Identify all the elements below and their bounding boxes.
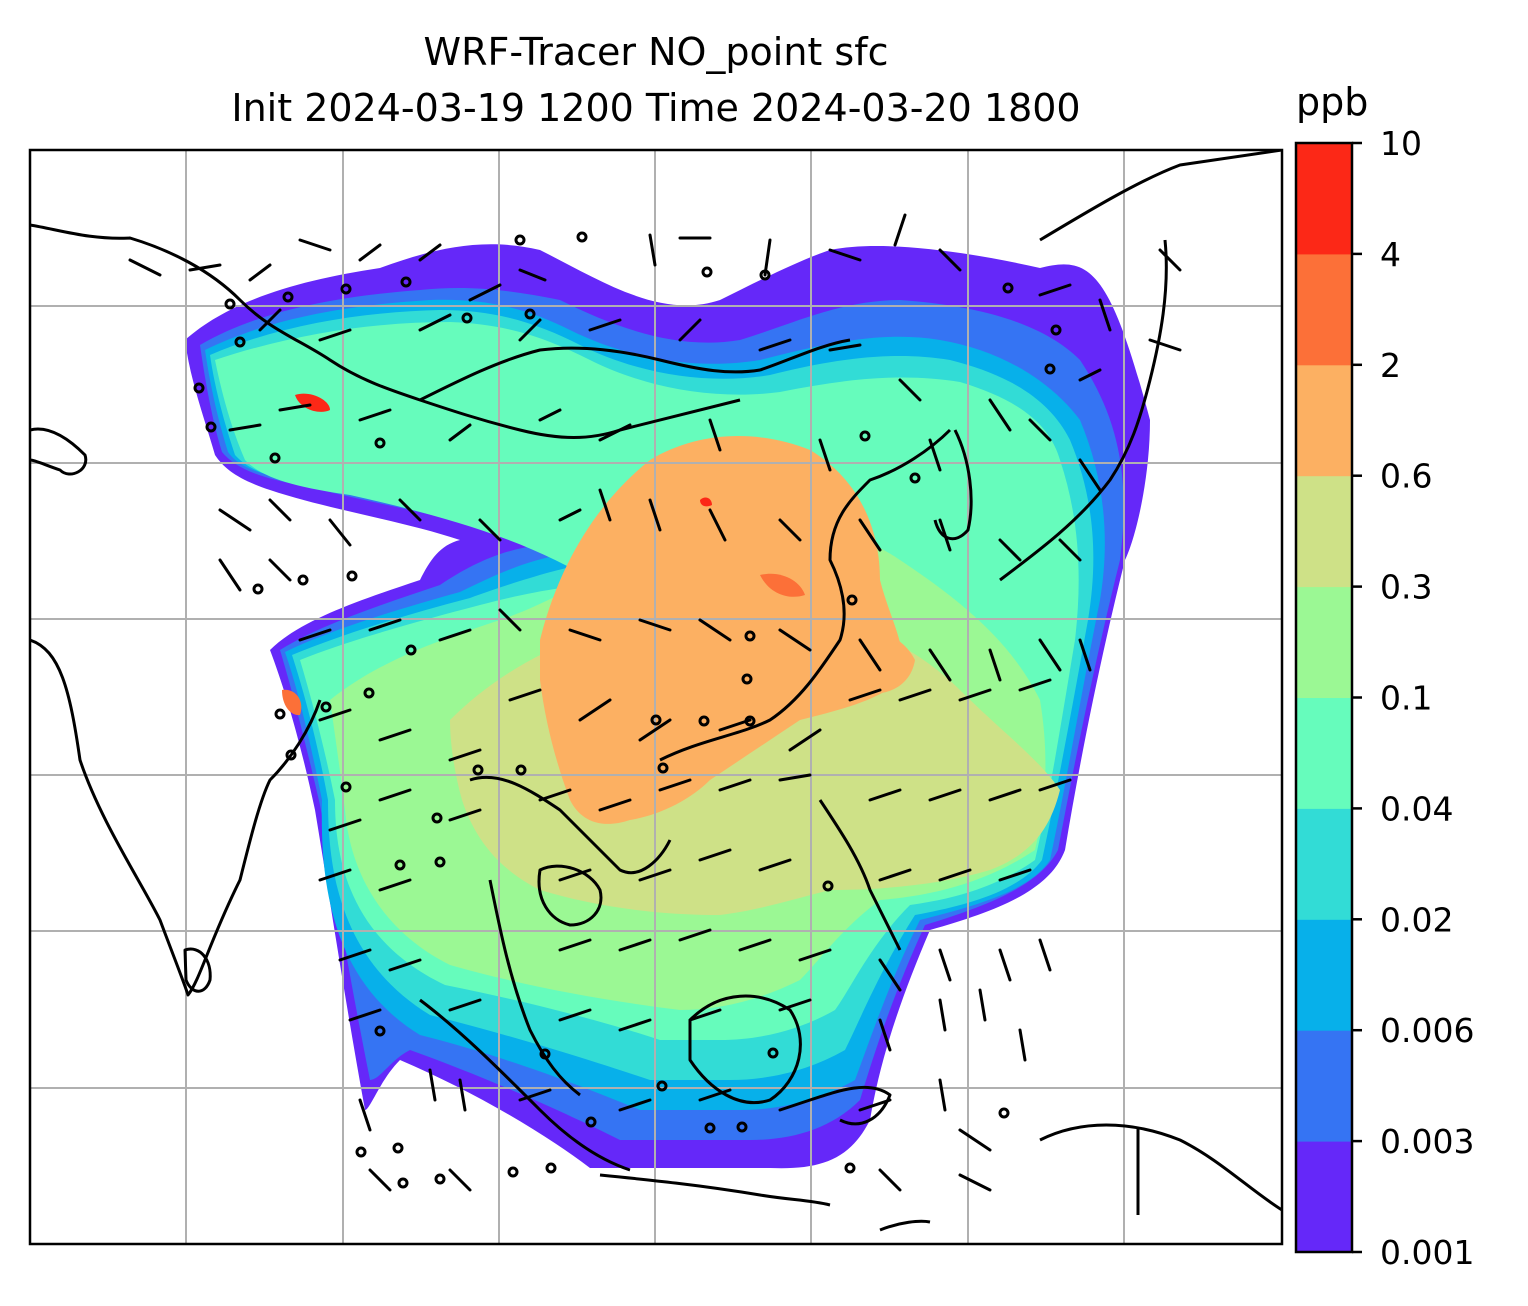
timor [879, 1219, 931, 1232]
colorbar-tick-label: 0.006 [1380, 1011, 1474, 1050]
field-level-peak-3 [282, 689, 302, 716]
chart-title-line1: WRF-Tracer NO_point sfc [423, 30, 889, 74]
java [599, 1173, 831, 1207]
sumatra [419, 998, 631, 1172]
russia-east [1039, 150, 1282, 242]
china-coast [659, 428, 952, 762]
sulawesi [809, 1085, 892, 1126]
colorbar-segment [1296, 1030, 1352, 1142]
malay-peninsula [488, 879, 581, 1097]
calm-wind-markers [193, 231, 1062, 1189]
colorbar-segment [1296, 1141, 1352, 1253]
colorbar-tick-label: 0.6 [1380, 457, 1432, 496]
borneo [688, 994, 802, 1105]
mongolia-border [419, 338, 851, 402]
colorbar-tick-label: 10 [1380, 124, 1422, 163]
indochina [537, 864, 603, 927]
colorbar-segment [1296, 475, 1352, 588]
colorbar-tick-label: 0.003 [1380, 1122, 1474, 1161]
field-level-peak-2 [760, 573, 805, 597]
chart-title-line2: Init 2024-03-19 1200 Time 2024-03-20 180… [231, 86, 1081, 130]
colorbar-segment [1296, 586, 1352, 698]
map-gridlines [30, 150, 1282, 1244]
japan [999, 239, 1168, 582]
colorbar-tick-label: 2 [1380, 346, 1401, 385]
india-coast [30, 638, 322, 997]
field-level-high-se [828, 629, 915, 694]
colorbar-tick-label: 0.3 [1380, 568, 1432, 607]
colorbar-segment [1296, 364, 1352, 477]
colorbar-tick-label: 0.04 [1380, 789, 1453, 828]
colorbar-segment [1296, 697, 1352, 809]
colorbar-segment [1296, 808, 1352, 920]
map-frame [28, 148, 1284, 1246]
coastlines [30, 150, 1282, 1232]
colorbar-ticks: 0.001 0.003 0.006 0.02 0.04 0.1 0.3 0.6 2 4 10 [1352, 124, 1474, 1272]
srilanka [183, 947, 212, 993]
colorbar-segment [1296, 143, 1352, 255]
philippines [818, 799, 902, 951]
colorbar-segment [1296, 253, 1352, 366]
wind-barbs [128, 213, 1182, 1192]
newguinea [1039, 1123, 1282, 1212]
colorbar [1294, 141, 1354, 1254]
westasia [30, 427, 88, 476]
field-level-peak-1 [295, 393, 330, 412]
sea-coast [469, 775, 672, 875]
colorbar-tick-label: 0.02 [1380, 900, 1453, 939]
colorbar-tick-label: 0.1 [1380, 679, 1432, 718]
field-level-peak-4 [700, 497, 712, 507]
colorbar-tick-label: 4 [1380, 235, 1401, 274]
colorbar-tick-label: 0.001 [1380, 1233, 1474, 1272]
field-level-high [540, 436, 903, 824]
map-plot-area [30, 150, 1282, 1244]
colorbar-segment [1296, 919, 1352, 1031]
